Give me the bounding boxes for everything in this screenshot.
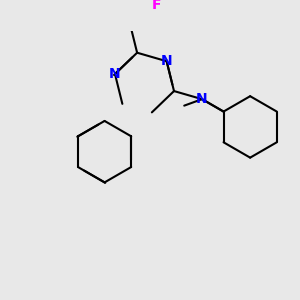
Text: N: N xyxy=(109,67,121,81)
Text: N: N xyxy=(161,54,172,68)
Text: N: N xyxy=(196,92,208,106)
Text: F: F xyxy=(152,0,161,12)
